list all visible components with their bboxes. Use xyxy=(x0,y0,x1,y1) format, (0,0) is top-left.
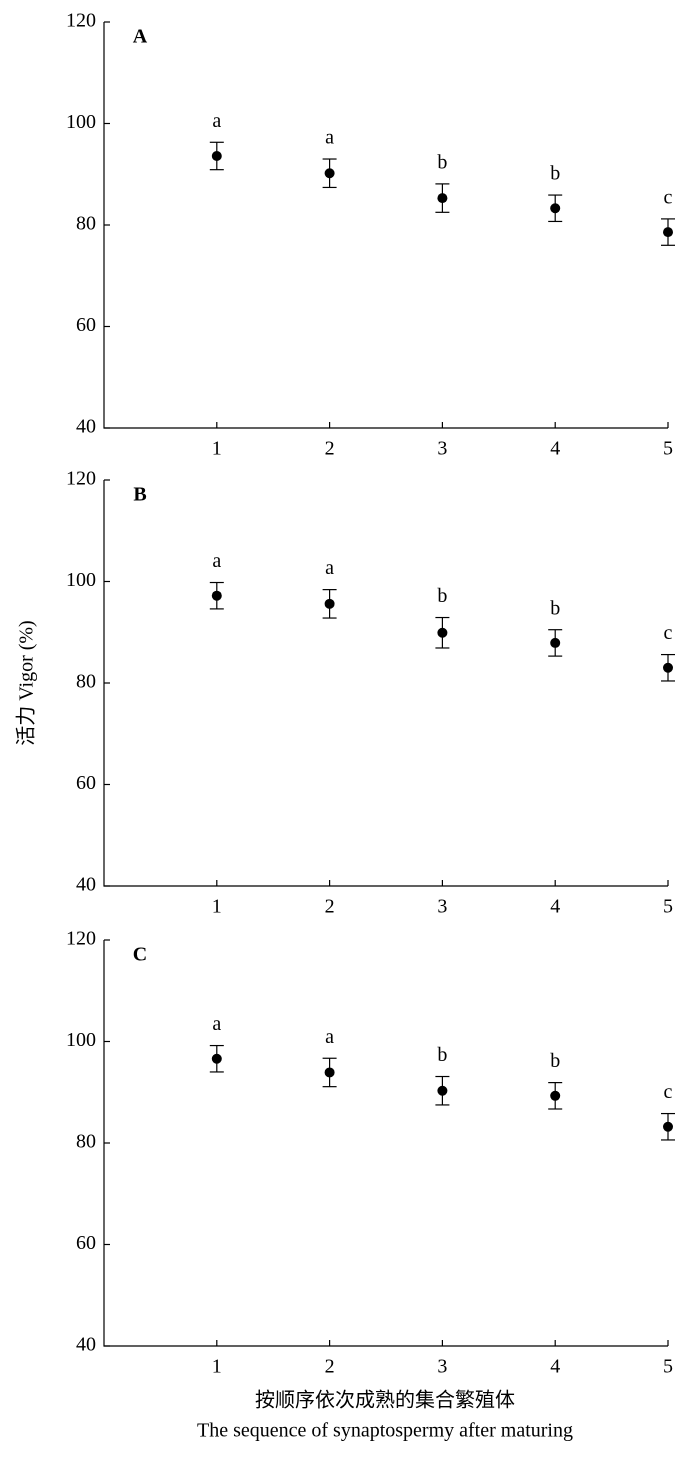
panel-label: C xyxy=(133,944,147,966)
point-label: b xyxy=(550,163,560,185)
panel-label: A xyxy=(133,26,148,48)
point-label: b xyxy=(437,151,447,173)
point-label: a xyxy=(325,1026,334,1048)
point xyxy=(324,1067,335,1078)
point xyxy=(211,150,222,161)
x-tick-label: 5 xyxy=(663,1356,673,1378)
x-tick-label: 1 xyxy=(212,896,222,918)
y-tick-label: 60 xyxy=(76,772,96,794)
axes xyxy=(103,480,668,887)
point-label: b xyxy=(437,585,447,607)
point xyxy=(437,627,448,638)
point-label: b xyxy=(437,1044,447,1066)
panel-label: B xyxy=(133,484,146,506)
x-tick-label: 2 xyxy=(325,1356,335,1378)
x-tick-label: 2 xyxy=(325,438,335,460)
point-label: c xyxy=(664,622,673,644)
x-tick-label: 3 xyxy=(437,896,447,918)
axes xyxy=(103,22,668,429)
x-tick-label: 4 xyxy=(550,438,560,460)
point xyxy=(550,203,561,214)
y-tick-label: 120 xyxy=(66,928,96,950)
point-label: a xyxy=(212,550,221,572)
y-tick-label: 60 xyxy=(76,314,96,336)
x-tick-label: 1 xyxy=(212,438,222,460)
point-label: a xyxy=(212,110,221,132)
x-axis-label: 按顺序依次成熟的集合繁殖体 xyxy=(255,1389,515,1412)
point-label: b xyxy=(550,597,560,619)
x-tick-label: 3 xyxy=(437,438,447,460)
point xyxy=(663,662,673,673)
point xyxy=(663,227,673,238)
point xyxy=(550,637,561,648)
x-tick-label: 4 xyxy=(550,896,560,918)
y-tick-label: 120 xyxy=(66,10,96,32)
point xyxy=(211,590,222,601)
x-tick-label: 1 xyxy=(212,1356,222,1378)
y-tick-label: 100 xyxy=(66,111,96,133)
y-tick-label: 40 xyxy=(76,416,96,438)
x-axis-label: The sequence of synaptospermy after matu… xyxy=(197,1420,573,1442)
point-label: b xyxy=(550,1050,560,1072)
point xyxy=(663,1121,673,1132)
point xyxy=(437,193,448,204)
point-label: c xyxy=(664,187,673,209)
y-tick-label: 80 xyxy=(76,1131,96,1153)
y-tick-label: 40 xyxy=(76,874,96,896)
x-tick-label: 3 xyxy=(437,1356,447,1378)
y-tick-label: 120 xyxy=(66,468,96,490)
y-tick-label: 40 xyxy=(76,1334,96,1356)
y-tick-label: 100 xyxy=(66,1029,96,1051)
y-tick-label: 60 xyxy=(76,1232,96,1254)
point xyxy=(550,1090,561,1101)
point xyxy=(324,598,335,609)
x-tick-label: 2 xyxy=(325,896,335,918)
x-tick-label: 4 xyxy=(550,1356,560,1378)
point xyxy=(211,1053,222,1064)
axes xyxy=(103,940,668,1347)
x-tick-label: 5 xyxy=(663,438,673,460)
y-tick-label: 80 xyxy=(76,671,96,693)
y-tick-label: 100 xyxy=(66,569,96,591)
y-axis-label: 活力 Vigor (%) xyxy=(15,620,38,745)
point-label: a xyxy=(325,557,334,579)
point-label: c xyxy=(664,1081,673,1103)
point-label: a xyxy=(325,127,334,149)
y-tick-label: 80 xyxy=(76,213,96,235)
x-tick-label: 5 xyxy=(663,896,673,918)
point-label: a xyxy=(212,1013,221,1035)
point xyxy=(437,1085,448,1096)
point xyxy=(324,168,335,179)
